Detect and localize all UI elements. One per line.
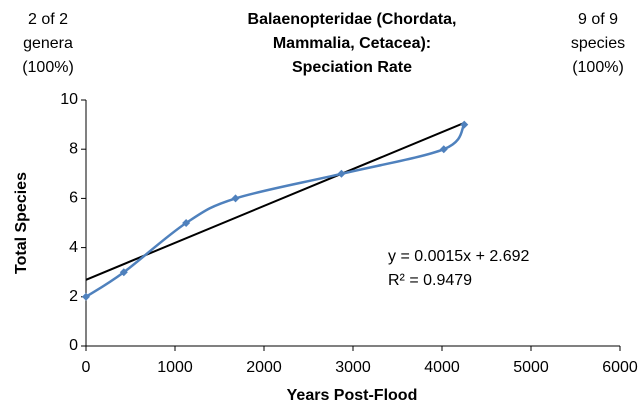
x-tick-label: 2000 [246,359,282,376]
x-tick-label: 1000 [157,359,193,376]
data-point [460,120,469,129]
x-tick-label: 3000 [335,359,371,376]
data-line [85,123,466,298]
data-point [182,219,191,227]
chart-title: Mammalia, Cetacea): [273,35,431,52]
left-note: (100%) [22,59,74,76]
data-point [82,292,90,301]
data-point [119,268,128,277]
y-tick-label: 4 [69,239,78,256]
y-axis-label: Total Species [13,172,30,274]
annotation: y = 0.0015x + 2.692 [388,248,530,265]
left-note: 2 of 2 [28,11,68,28]
y-tick-label: 6 [69,190,78,207]
y-tick-label: 8 [69,140,78,157]
x-tick-label: 6000 [602,359,638,376]
data-point [231,194,240,203]
x-tick-label: 4000 [424,359,460,376]
x-axis-label: Years Post-Flood [287,387,418,404]
left-note: genera [23,35,73,52]
data-point [337,169,346,178]
annotation: R² = 0.9479 [388,272,472,289]
data-point [439,145,448,154]
y-tick-label: 10 [60,91,78,108]
y-tick-label: 2 [69,288,78,305]
chart-title: Speciation Rate [292,59,412,76]
x-tick-label: 5000 [513,359,549,376]
trendline [85,121,465,281]
y-tick-label: 0 [69,337,78,354]
x-tick-label: 0 [82,359,91,376]
right-note: (100%) [572,59,624,76]
right-note: species [571,35,625,52]
right-note: 9 of 9 [578,11,618,28]
chart-title: Balaenopteridae (Chordata, [248,11,457,28]
